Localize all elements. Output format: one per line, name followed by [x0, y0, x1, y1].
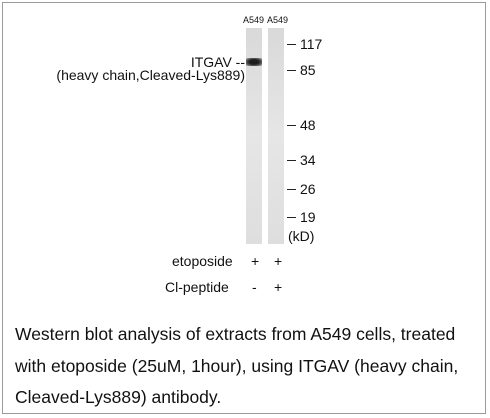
condition-value: - [252, 279, 257, 295]
caption-line: with etoposide (25uM, 1hour), using ITGA… [15, 356, 459, 376]
condition: etoposide [172, 253, 233, 269]
marker-label: 34 [300, 152, 316, 168]
band [246, 58, 262, 66]
condition-value: + [251, 253, 260, 269]
band-label: (heavy chain,Cleaved-Lys889) [56, 67, 245, 83]
lane [246, 28, 262, 244]
marker-label: 48 [300, 117, 316, 133]
marker-dash [287, 217, 296, 218]
lane [268, 28, 284, 244]
condition-value: + [274, 253, 283, 269]
band-label: ITGAV -- [190, 54, 245, 70]
marker-dash [287, 160, 296, 161]
caption-line: Western blot analysis of extracts from A… [15, 324, 456, 344]
marker-dash [287, 189, 296, 190]
marker-label: 85 [300, 62, 316, 78]
marker-dash [287, 70, 296, 71]
marker-dash [287, 125, 296, 126]
marker-label: 117 [300, 36, 323, 52]
frame [2, 2, 486, 414]
condition: Cl-peptide [165, 279, 229, 295]
marker-label: 19 [300, 209, 316, 225]
lane-label: A549 [243, 15, 265, 25]
caption-line: Cleaved-Lys889) antibody. [15, 387, 222, 407]
lane-label: A549 [267, 15, 289, 25]
unit: (kD) [288, 228, 315, 244]
condition-value: + [274, 279, 283, 295]
marker-dash [287, 44, 296, 45]
marker-label: 26 [300, 181, 316, 197]
